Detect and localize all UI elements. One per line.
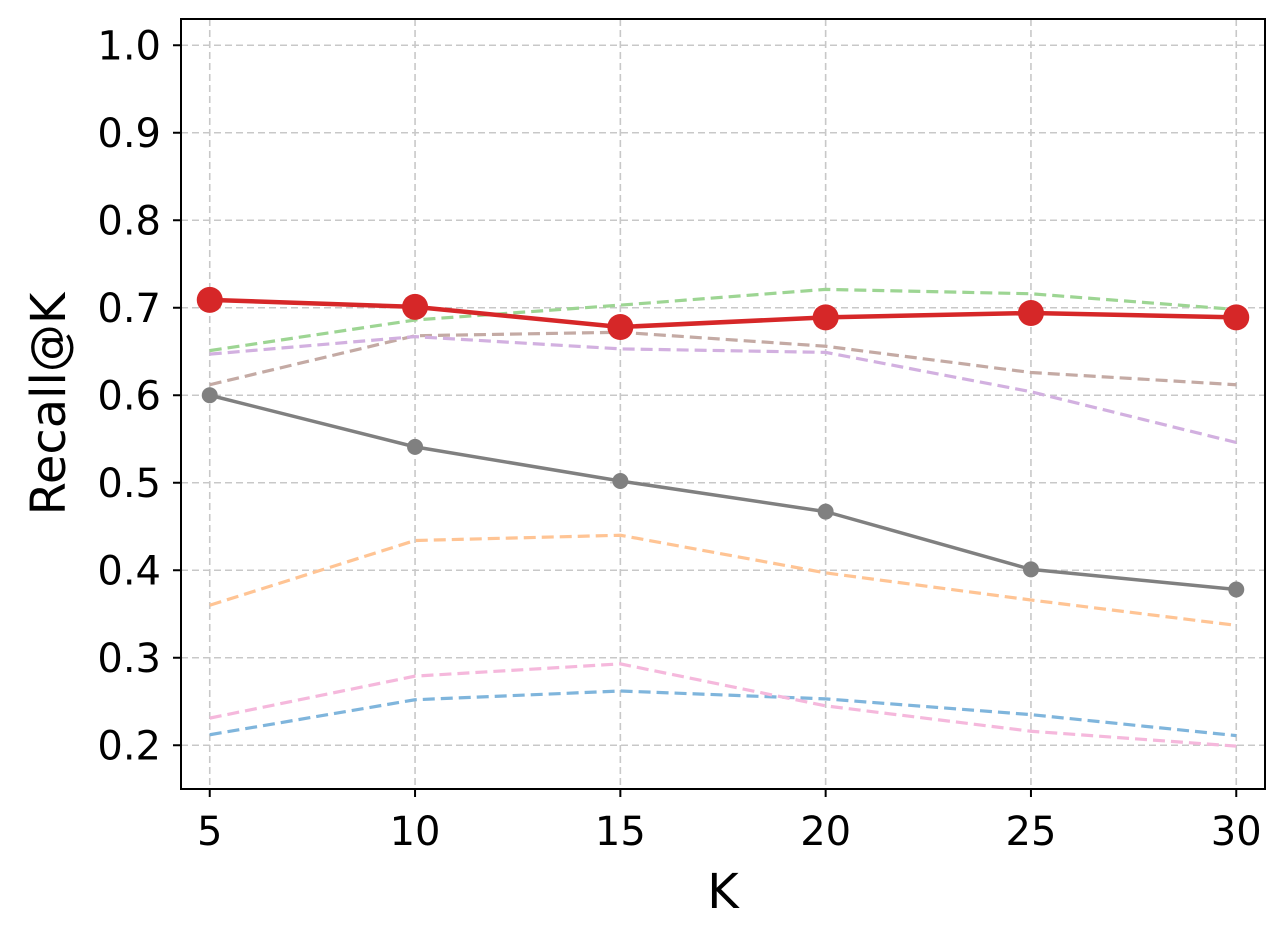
y-tick-label: 0.2 bbox=[97, 723, 161, 769]
series-2 bbox=[209, 662, 1237, 748]
series-line bbox=[209, 335, 1237, 445]
x-axis-label: K bbox=[707, 864, 740, 920]
series-point bbox=[612, 473, 629, 489]
y-axis-label: Recall@K bbox=[21, 291, 77, 515]
series-layer bbox=[196, 286, 1250, 748]
series-point bbox=[1017, 300, 1044, 326]
series-5 bbox=[209, 335, 1237, 445]
series-point bbox=[407, 438, 424, 455]
ticks: 5 10 15 20 25 30 0.2 0.3 0.4 0.5 0.6 0.7 0.8 0.9 1.0 bbox=[97, 23, 1261, 855]
y-tick-label: 0.8 bbox=[97, 198, 161, 244]
series-1 bbox=[209, 689, 1237, 738]
x-tick-label: 30 bbox=[1211, 809, 1262, 855]
series-point bbox=[1228, 581, 1245, 598]
series-point bbox=[607, 314, 634, 340]
x-tick-label: 10 bbox=[390, 809, 441, 855]
series-line bbox=[209, 662, 1237, 748]
series-point bbox=[817, 503, 834, 520]
series-point bbox=[812, 304, 839, 331]
series-7 bbox=[201, 387, 1245, 598]
series-line bbox=[209, 393, 1237, 592]
series-point bbox=[196, 286, 223, 313]
y-tick-label: 0.7 bbox=[97, 286, 161, 332]
series-point bbox=[402, 293, 429, 320]
series-3 bbox=[209, 533, 1237, 627]
series-line bbox=[209, 689, 1237, 738]
series-point bbox=[1022, 561, 1039, 578]
plot-frame bbox=[180, 18, 1266, 790]
series-point bbox=[201, 387, 218, 404]
series-point bbox=[1223, 304, 1250, 331]
y-tick-label: 0.9 bbox=[97, 111, 161, 157]
series-line bbox=[209, 533, 1237, 627]
x-tick-label: 20 bbox=[800, 809, 851, 855]
x-tick-label: 5 bbox=[197, 809, 222, 855]
x-tick-label: 15 bbox=[595, 809, 646, 855]
y-tick-label: 0.3 bbox=[97, 636, 161, 682]
y-tick-label: 0.4 bbox=[97, 548, 161, 594]
x-tick-label: 25 bbox=[1006, 809, 1057, 855]
series-line bbox=[209, 287, 1237, 353]
series-8 bbox=[196, 286, 1250, 340]
y-tick-label: 0.5 bbox=[97, 461, 161, 507]
grid bbox=[181, 19, 1265, 789]
y-tick-label: 0.6 bbox=[97, 373, 161, 419]
y-tick-label: 1.0 bbox=[97, 23, 161, 69]
series-6 bbox=[209, 287, 1237, 353]
series-line bbox=[209, 297, 1237, 330]
